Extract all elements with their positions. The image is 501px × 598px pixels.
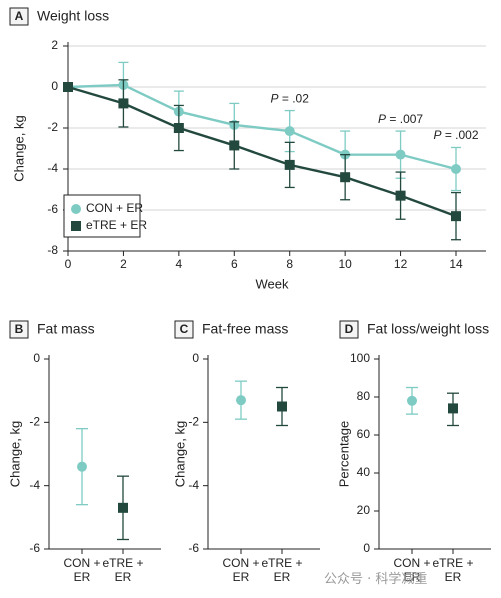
panel-title: Fat loss/weight loss — [367, 321, 489, 337]
y-tick-label: 2 — [51, 38, 58, 52]
x-tick-label: 4 — [176, 257, 183, 271]
panel-title: Weight loss — [37, 8, 109, 24]
x-tick-label: ER — [115, 570, 132, 584]
x-tick-label: ER — [274, 570, 291, 584]
x-tick-label: CON + — [63, 556, 100, 570]
y-tick-label: -2 — [47, 120, 58, 134]
x-tick-label: eTRE + — [261, 556, 302, 570]
data-point — [77, 461, 87, 472]
data-point — [395, 149, 406, 160]
y-tick-label: -4 — [47, 161, 58, 175]
legend-label: CON + ER — [86, 201, 143, 215]
data-point — [451, 164, 461, 174]
data-point — [407, 395, 417, 406]
y-tick-label: 20 — [357, 503, 371, 517]
data-point — [340, 172, 351, 183]
panel-label-box — [9, 320, 29, 339]
x-tick-label: ER — [445, 570, 462, 584]
data-point — [451, 211, 461, 222]
panel-letter: A — [15, 9, 24, 23]
panel-title: Fat-free mass — [202, 321, 288, 337]
x-tick-label: 0 — [65, 257, 72, 271]
panel-letter: C — [180, 322, 189, 336]
series-line — [67, 85, 457, 218]
y-tick-label: 0 — [51, 79, 58, 93]
legend-label: eTRE + ER — [86, 218, 147, 232]
y-axis-label: Change, kg — [172, 421, 187, 488]
x-tick-label: 6 — [231, 257, 238, 271]
x-tick-label: ER — [233, 570, 250, 584]
data-point — [395, 190, 406, 201]
x-tick-label: CON + — [222, 556, 259, 570]
panel-letter: B — [15, 322, 24, 336]
p-value-annotation: P = .002 — [433, 128, 478, 142]
data-point — [277, 401, 287, 412]
x-tick-label: ER — [404, 570, 421, 584]
data-point — [236, 395, 246, 406]
data-point — [118, 98, 129, 109]
p-value-annotation: P = .007 — [378, 112, 423, 126]
data-point — [63, 82, 73, 92]
data-point — [118, 502, 128, 513]
data-point — [229, 140, 240, 151]
y-axis-label: Change, kg — [11, 115, 26, 182]
panel-label-box — [339, 320, 359, 339]
data-point — [284, 159, 295, 170]
y-tick-label: -6 — [47, 202, 58, 216]
y-tick-label: -2 — [29, 415, 40, 429]
y-axis-label: Percentage — [336, 421, 351, 488]
x-tick-label: 8 — [286, 257, 293, 271]
y-tick-label: -2 — [188, 415, 199, 429]
y-tick-label: 80 — [357, 389, 371, 403]
y-tick-label: -4 — [29, 478, 40, 492]
legend-marker-con — [71, 204, 81, 214]
data-point — [284, 126, 295, 137]
watermark-text: 公众号 · 科学减重 — [324, 572, 428, 587]
x-tick-label: 14 — [449, 257, 463, 271]
y-tick-label: 0 — [192, 351, 199, 365]
y-tick-label: -8 — [47, 243, 58, 257]
panel-letter: D — [345, 322, 354, 336]
series-line — [67, 83, 457, 171]
x-tick-label: 12 — [394, 257, 408, 271]
y-tick-label: 0 — [363, 541, 370, 555]
p-value-annotation: P = .02 — [271, 91, 310, 105]
panel-label-box — [9, 7, 29, 26]
x-tick-label: eTRE + — [432, 556, 473, 570]
x-tick-label: eTRE + — [102, 556, 143, 570]
y-tick-label: -6 — [188, 541, 199, 555]
data-point — [173, 123, 184, 133]
data-point — [448, 403, 458, 414]
y-tick-label: 40 — [357, 465, 371, 479]
panel-label-box — [174, 320, 194, 339]
y-tick-label: 100 — [350, 351, 370, 365]
x-tick-label: CON + — [393, 556, 430, 570]
x-tick-label: ER — [74, 570, 91, 584]
y-tick-label: 60 — [357, 427, 371, 441]
y-tick-label: -4 — [188, 478, 199, 492]
y-tick-label: -6 — [29, 541, 40, 555]
x-tick-label: 10 — [338, 257, 352, 271]
y-tick-label: 0 — [33, 351, 40, 365]
y-axis-label: Change, kg — [7, 421, 22, 488]
panel-title: Fat mass — [37, 321, 95, 337]
legend-marker-etre — [71, 221, 81, 231]
x-tick-label: 2 — [120, 257, 127, 271]
x-axis-label: Week — [256, 276, 289, 291]
